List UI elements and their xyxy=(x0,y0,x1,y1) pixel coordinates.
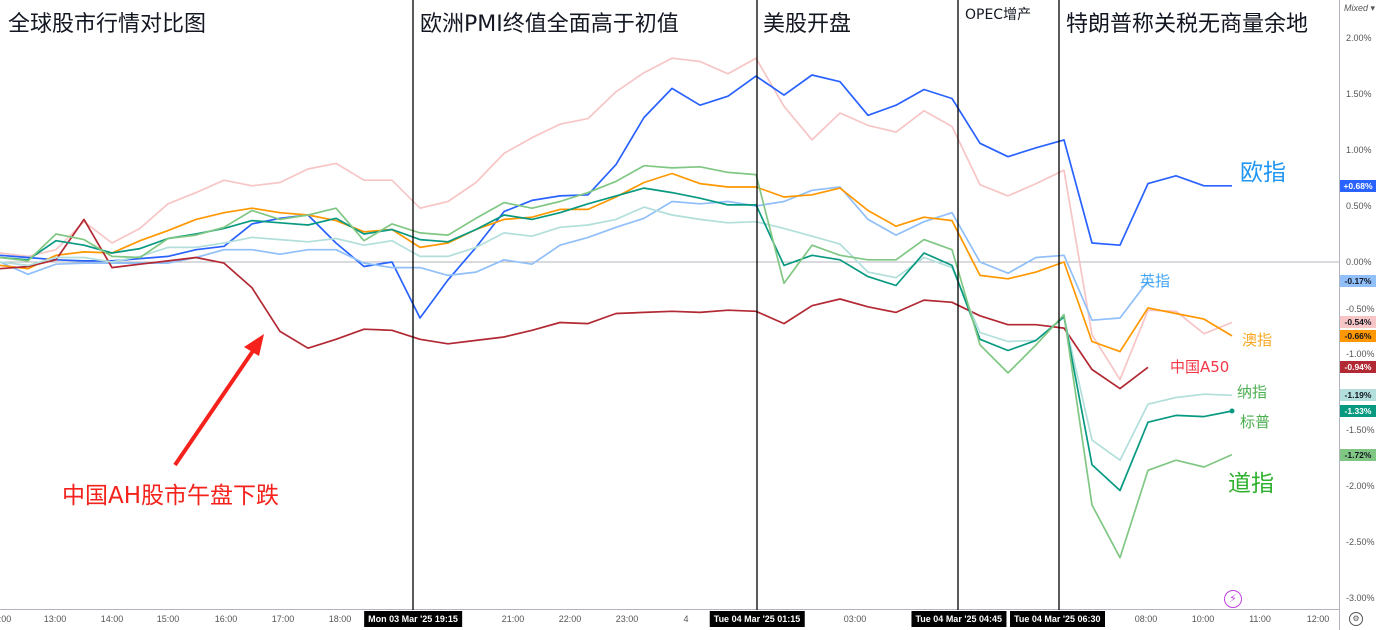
x-tick-label: 18:00 xyxy=(328,614,352,624)
x-tick-label: 13:00 xyxy=(43,614,67,624)
y-tick-label: 1.50% xyxy=(1346,89,1372,99)
x-tick-label: 21:00 xyxy=(501,614,525,624)
x-tick-label: 16:00 xyxy=(214,614,238,624)
series-label-dow: 道指 xyxy=(1228,471,1274,497)
x-tick-label: 10:00 xyxy=(1191,614,1215,624)
lightning-icon[interactable]: ⚡ xyxy=(1224,590,1242,608)
series-label-a50: 中国A50 xyxy=(1170,358,1230,376)
series-line-欧指[interactable] xyxy=(0,74,1232,319)
price-scale[interactable] xyxy=(1339,0,1376,630)
x-tick-label: 03:00 xyxy=(843,614,867,624)
last-value-tag: -0.94% xyxy=(1340,361,1376,373)
series-label-au: 澳指 xyxy=(1242,331,1273,349)
annotation-arrow xyxy=(173,346,257,467)
series-line-道指[interactable] xyxy=(0,164,1233,559)
chevron-down-icon: ▾ xyxy=(1370,3,1376,13)
y-tick-label: 0.00% xyxy=(1346,257,1372,267)
y-tick-label: -0.50% xyxy=(1346,304,1375,314)
series-label-eu: 欧指 xyxy=(1240,160,1286,186)
y-tick-label: 0.50% xyxy=(1346,201,1372,211)
x-tick-label: 17:00 xyxy=(271,614,295,624)
last-value-tag: -0.54% xyxy=(1340,316,1376,328)
x-tick-label: 12:00 xyxy=(1306,614,1330,624)
series-line-澳指[interactable] xyxy=(0,172,1233,353)
y-tick-label: -2.00% xyxy=(1346,481,1375,491)
x-tick-label: 15:00 xyxy=(156,614,180,624)
annotation-arrowhead xyxy=(244,334,264,356)
series-line-英指[interactable] xyxy=(0,186,1149,322)
scale-mode-label: Mixed xyxy=(1344,3,1369,13)
y-tick-label: -1.00% xyxy=(1346,349,1375,359)
y-tick-label: -1.50% xyxy=(1346,425,1375,435)
crosshair-time-box: Mon 03 Mar '25 19:15 xyxy=(364,611,462,627)
last-value-tag: -0.17% xyxy=(1340,275,1376,287)
chart-title: 全球股市行情对比图 xyxy=(8,12,207,37)
crosshair-time-box: Tue 04 Mar '25 01:15 xyxy=(709,611,805,627)
chart-plot-area[interactable] xyxy=(0,0,1339,610)
x-tick-label: 08:00 xyxy=(1134,614,1158,624)
x-tick-label: 12:00 xyxy=(0,614,12,624)
series-label-nasdaq: 纳指 xyxy=(1237,383,1268,401)
crosshair-time-box: Tue 04 Mar '25 04:45 xyxy=(911,611,1006,627)
event-label-tariff: 特朗普称关税无商量余地 xyxy=(1066,12,1309,37)
event-label-us-open: 美股开盘 xyxy=(763,12,852,37)
y-tick-label: 1.00% xyxy=(1346,145,1372,155)
event-label-opec: OPEC增产 xyxy=(965,7,1032,23)
x-tick-label: 22:00 xyxy=(558,614,582,624)
x-tick-label: 23:00 xyxy=(615,614,639,624)
last-value-tag: -1.19% xyxy=(1340,389,1376,401)
x-tick-label: 14:00 xyxy=(100,614,124,624)
annotation-text: 中国AH股市午盘下跌 xyxy=(62,483,280,509)
last-value-tag: -0.66% xyxy=(1340,330,1376,342)
series-label-sp500: 标普 xyxy=(1240,413,1271,431)
x-tick-label: 4 xyxy=(683,614,689,624)
x-tick-label: 11:00 xyxy=(1249,614,1271,624)
crosshair-time-box: Tue 04 Mar '25 06:30 xyxy=(1010,611,1105,627)
gear-icon[interactable]: ⚙ xyxy=(1349,612,1363,626)
last-value-tag: -1.33% xyxy=(1340,405,1376,417)
series-line-标普[interactable] xyxy=(0,187,1233,492)
series-line-纳指[interactable] xyxy=(0,206,1233,462)
event-label-pmi: 欧洲PMI终值全面高于初值 xyxy=(420,12,679,37)
series-line-unnamed[interactable] xyxy=(0,57,1233,381)
last-value-tag: +0.68% xyxy=(1340,180,1376,192)
y-tick-label: 2.00% xyxy=(1346,33,1372,43)
y-tick-label: -3.00% xyxy=(1346,593,1375,603)
last-value-tag: -1.72% xyxy=(1340,449,1376,461)
series-label-uk: 英指 xyxy=(1140,272,1171,290)
series-line-中国A50[interactable] xyxy=(0,218,1149,390)
y-tick-label: -2.50% xyxy=(1346,537,1375,547)
scale-mode-dropdown[interactable]: Mixed ▾ xyxy=(1344,3,1375,14)
series-end-dot xyxy=(1229,408,1235,414)
